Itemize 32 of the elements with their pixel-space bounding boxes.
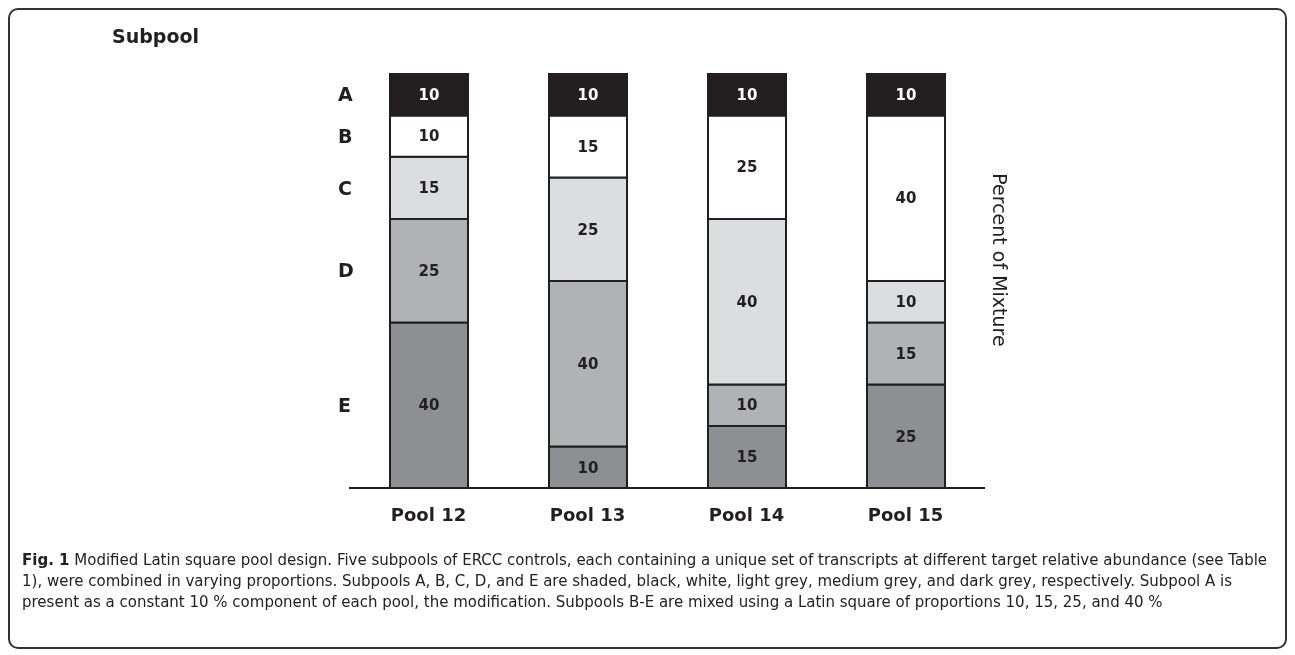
data-label: 25 — [577, 220, 599, 239]
data-label: 15 — [736, 448, 758, 467]
data-label: 40 — [577, 355, 599, 374]
data-label: 10 — [736, 396, 758, 415]
data-label: 10 — [577, 458, 599, 477]
data-label: 40 — [418, 396, 440, 415]
data-label: 10 — [736, 85, 758, 104]
y-axis-title: Percent of Mixture — [989, 173, 1011, 347]
data-label: 10 — [895, 292, 917, 311]
x-tick-label: Pool 14 — [708, 503, 785, 525]
data-label: 10 — [895, 85, 917, 104]
data-label: 25 — [418, 261, 440, 280]
x-tick-label: Pool 15 — [867, 503, 944, 525]
data-label: 15 — [418, 179, 440, 198]
data-label: 25 — [736, 158, 758, 177]
caption: Fig. 1 Modified Latin square pool design. Five subpools of ERCC controls, each containing a unique set of transcripts at different target relative abundance (see Table 1), were combined in varying proportions. Subpools A, B, C, D, and E are shaded, black, white, light grey, medium grey, and dark grey, respectively. Subpool A is present as a constant 10 % component of each pool, the modification. Subpools B-E are mixed using a Latin square of proportions 10, 15, 25, and 40 % — [21, 550, 1269, 613]
text: E — [338, 393, 351, 416]
x-tick-label: Pool 13 — [549, 503, 626, 525]
data-label: 15 — [577, 137, 599, 156]
series-label: B — [338, 124, 353, 147]
data-label: 40 — [895, 189, 917, 208]
data-label: 40 — [736, 292, 758, 311]
series-label: D — [338, 259, 354, 282]
data-label: 10 — [577, 85, 599, 104]
data-label: 10 — [418, 85, 440, 104]
legend-title: Subpool — [112, 25, 200, 47]
data-label: 15 — [895, 344, 917, 363]
data-label: 25 — [895, 427, 917, 446]
series-label: A — [338, 83, 353, 106]
x-tick-label: Pool 12 — [390, 503, 467, 525]
text: C — [338, 176, 352, 199]
data-label: 10 — [418, 127, 440, 146]
